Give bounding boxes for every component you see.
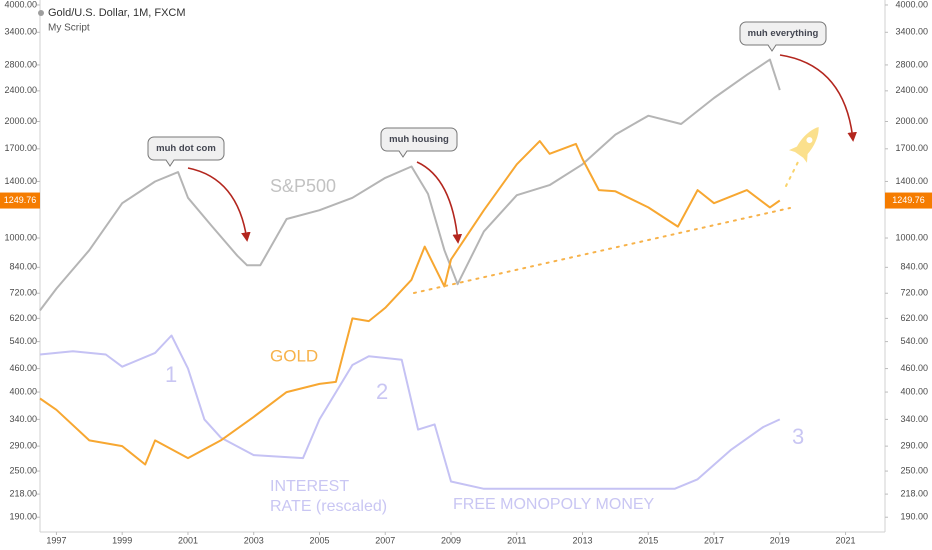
y-tick-label: 340.00 — [9, 414, 37, 424]
y-tick-label: 1700.00 — [4, 143, 37, 153]
annotation: 3 — [792, 424, 804, 449]
series-line — [39, 140, 781, 466]
y-tick-label: 3400.00 — [4, 27, 37, 37]
y-tick-label: 290.00 — [900, 440, 928, 450]
y-tick-label: 250.00 — [9, 465, 37, 475]
chart-title: Gold/U.S. Dollar, 1M, FXCM — [48, 7, 186, 19]
callout: muh housing — [380, 127, 458, 158]
trend-line — [413, 207, 791, 294]
arrow — [416, 161, 463, 244]
x-tick-label: 2011 — [507, 535, 526, 545]
y-tick-label: 4000.00 — [4, 0, 37, 9]
y-tick-label: 540.00 — [900, 336, 928, 346]
y-tick-label: 2400.00 — [4, 85, 37, 95]
x-tick-label: 1997 — [46, 535, 66, 545]
script-name: My Script — [48, 23, 90, 34]
y-tick-label: 1000.00 — [4, 232, 37, 242]
y-tick-label: 190.00 — [900, 512, 928, 522]
y-tick-label: 190.00 — [9, 512, 37, 522]
annotation: 2 — [376, 379, 388, 404]
y-tick-label: 540.00 — [9, 336, 37, 346]
series-line — [39, 334, 781, 490]
y-tick-label: 1000.00 — [895, 232, 928, 242]
y-tick-label: 2800.00 — [4, 59, 37, 69]
x-tick-label: 2013 — [572, 535, 592, 545]
y-tick-label: 400.00 — [900, 386, 928, 396]
x-tick-label: 2005 — [309, 535, 329, 545]
x-tick-label: 2007 — [375, 535, 395, 545]
price-tag — [885, 192, 932, 209]
x-tick-label: 2021 — [836, 535, 856, 545]
callout-text: muh everything — [748, 28, 819, 39]
y-tick-label: 250.00 — [900, 465, 928, 475]
y-tick-label: 620.00 — [900, 313, 928, 323]
y-tick-label: 400.00 — [9, 386, 37, 396]
y-tick-label: 460.00 — [9, 363, 37, 373]
annotation: INTEREST — [270, 478, 349, 495]
y-tick-label: 2400.00 — [895, 85, 928, 95]
y-tick-label: 2000.00 — [895, 116, 928, 126]
annotation: S&P500 — [270, 176, 336, 196]
price-tag-label: 1249.76 — [892, 195, 925, 205]
series-line — [39, 58, 781, 312]
annotation: FREE MONOPOLY MONEY — [453, 496, 655, 513]
y-tick-label: 4000.00 — [895, 0, 928, 9]
y-tick-label: 460.00 — [900, 363, 928, 373]
x-tick-label: 2017 — [704, 535, 724, 545]
callout-text: muh dot com — [156, 143, 216, 154]
y-tick-label: 840.00 — [9, 262, 37, 272]
x-tick-label: 2015 — [638, 535, 658, 545]
y-tick-label: 218.00 — [9, 488, 37, 498]
y-tick-label: 218.00 — [900, 488, 928, 498]
x-tick-label: 2009 — [441, 535, 461, 545]
annotation: 1 — [165, 362, 177, 387]
y-tick-label: 1400.00 — [4, 176, 37, 186]
arrow — [779, 54, 857, 142]
annotation: GOLD — [270, 346, 318, 365]
y-tick-label: 1400.00 — [895, 176, 928, 186]
y-tick-label: 1700.00 — [895, 143, 928, 153]
y-tick-label: 290.00 — [9, 440, 37, 450]
y-tick-label: 840.00 — [900, 262, 928, 272]
callout: muh everything — [739, 21, 827, 52]
callout-text: muh housing — [389, 134, 449, 145]
y-tick-label: 2800.00 — [895, 59, 928, 69]
x-tick-label: 2003 — [244, 535, 264, 545]
annotation: RATE (rescaled) — [270, 498, 387, 515]
plot — [39, 58, 781, 490]
y-tick-label: 720.00 — [9, 288, 37, 298]
x-tick-label: 2019 — [770, 535, 790, 545]
x-tick-label: 1999 — [112, 535, 132, 545]
price-tag-label: 1249.76 — [4, 195, 37, 205]
symbol-icon — [38, 10, 44, 16]
callout: muh dot com — [147, 136, 225, 167]
price-tag — [0, 192, 40, 209]
y-tick-label: 2000.00 — [4, 116, 37, 126]
rocket — [788, 126, 819, 163]
y-tick-label: 3400.00 — [895, 27, 928, 37]
x-tick-label: 2001 — [178, 535, 198, 545]
y-tick-label: 340.00 — [900, 414, 928, 424]
arrow — [187, 167, 251, 242]
y-tick-label: 720.00 — [900, 288, 928, 298]
y-tick-label: 620.00 — [9, 313, 37, 323]
